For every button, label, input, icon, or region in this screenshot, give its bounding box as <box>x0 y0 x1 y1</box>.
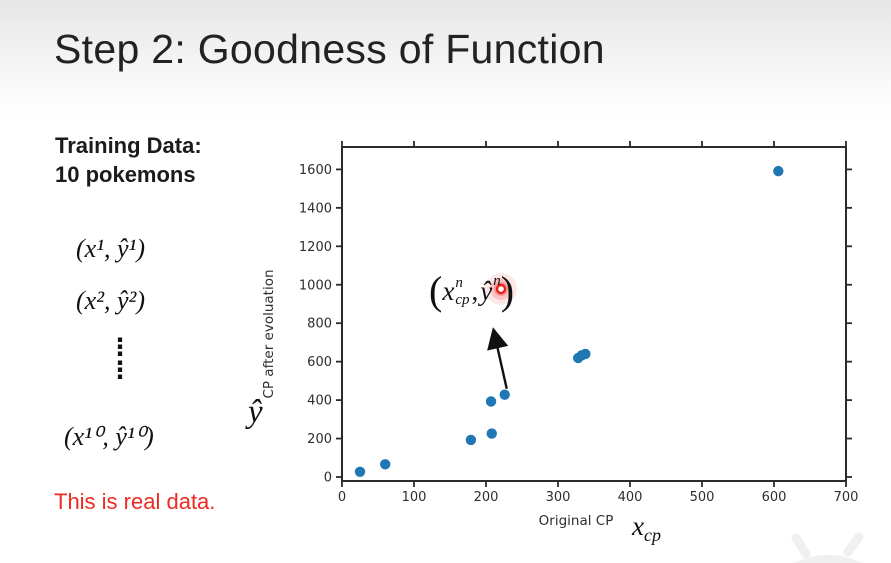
y-tick-label: 1000 <box>299 278 332 293</box>
annot-comma: , <box>471 275 479 306</box>
annot-y-sup: n <box>493 272 501 289</box>
training-data-label: Training Data: 10 pokemons <box>55 131 202 189</box>
annot-x-sub: cp <box>455 292 470 308</box>
annot-x-sup: n <box>455 275 463 291</box>
x-tick-label: 0 <box>338 490 346 505</box>
axis-ticks: 0 100 200 300 400 500 600 700 0 200 400 600 800 1000 1… <box>299 141 859 505</box>
training-data-line1: Training Data: <box>55 133 202 158</box>
header-gradient-band <box>0 0 891 118</box>
x-tick-label: 700 <box>834 490 859 505</box>
annotation-arrow-and-laser <box>485 273 517 389</box>
x-tick-label: 600 <box>762 490 787 505</box>
annot-x-base: x <box>442 275 455 306</box>
annotation-arrow <box>487 327 509 389</box>
pair-2: (x², ŷ²) <box>76 286 145 315</box>
real-data-note: This is real data. <box>54 489 216 514</box>
y-tick-label: 400 <box>307 394 332 409</box>
slide-title: Step 2: Goodness of Function <box>54 26 605 72</box>
data-point <box>465 434 477 446</box>
point-annotation: ( x n cp , ŷ n ) <box>429 271 514 311</box>
x-tick-label: 400 <box>618 490 643 505</box>
plot-frame <box>341 146 847 482</box>
pair-10: (x¹⁰, ŷ¹⁰) <box>64 422 154 451</box>
y-axis-label: CP after evoluation <box>261 269 277 398</box>
y-tick-label: 0 <box>324 471 332 486</box>
pair-1: (x¹, ŷ¹) <box>76 234 145 263</box>
y-tick-label: 200 <box>307 432 332 447</box>
vertical-ellipsis: ⋮ ⋮ <box>108 333 132 384</box>
annot-open-paren: ( <box>429 268 443 313</box>
y-hat-axis-symbol: ŷ <box>248 394 263 430</box>
annot-x-scripts: n cp <box>455 276 469 308</box>
y-tick-label: 1200 <box>299 240 332 255</box>
laser-pointer-dot <box>495 283 507 295</box>
y-tick-label: 1400 <box>299 201 332 216</box>
x-cp-base: x <box>632 511 644 541</box>
data-point <box>773 165 784 177</box>
x-tick-label: 300 <box>546 490 571 505</box>
data-point <box>380 459 391 470</box>
y-tick-label: 1600 <box>299 163 332 178</box>
data-point <box>486 428 497 439</box>
x-cp-axis-symbol: xcp <box>632 511 661 545</box>
annot-y-base: ŷ <box>480 275 493 306</box>
x-tick-label: 200 <box>474 490 499 505</box>
training-data-line2: 10 pokemons <box>55 162 196 188</box>
data-point <box>580 348 591 360</box>
x-cp-sub: cp <box>643 525 661 545</box>
x-tick-label: 500 <box>690 490 715 505</box>
x-axis-label: Original CP <box>539 513 614 529</box>
watermark-robot-icon <box>791 532 864 563</box>
data-point <box>354 466 366 478</box>
x-tick-label: 100 <box>402 490 427 505</box>
data-points <box>354 165 784 478</box>
data-point <box>499 389 510 400</box>
y-tick-label: 600 <box>307 355 332 370</box>
data-point <box>485 396 497 407</box>
y-tick-label: 800 <box>307 317 332 332</box>
annot-close-paren: ) <box>500 268 515 313</box>
